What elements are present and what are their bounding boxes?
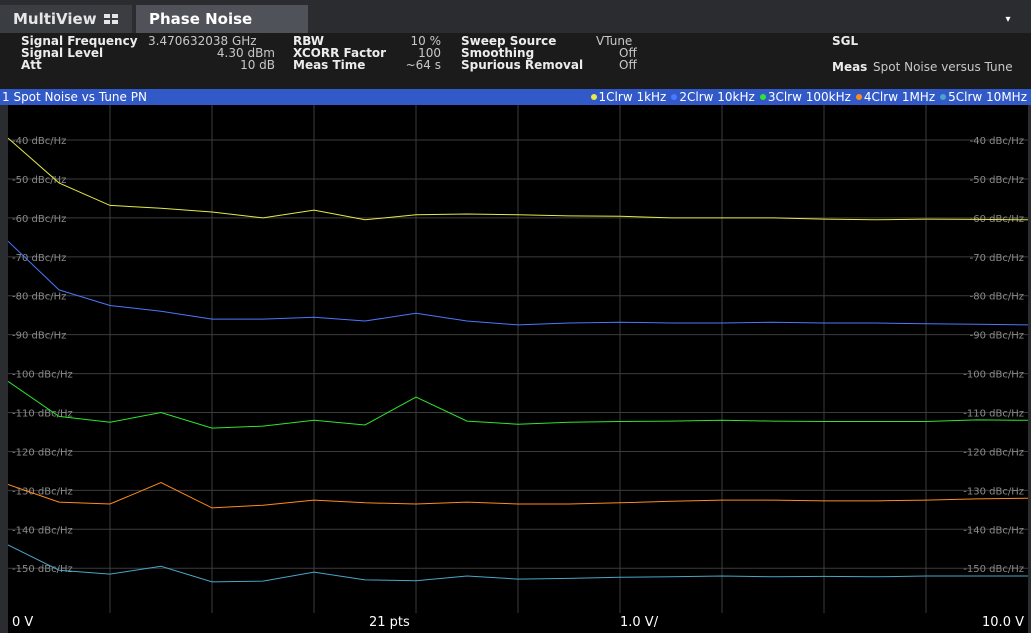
signal-level-label: Signal Level bbox=[21, 46, 104, 60]
y-tick-label-left: -100 dBc/Hz bbox=[12, 370, 73, 381]
y-tick-label-right: -130 dBc/Hz bbox=[963, 486, 1024, 497]
meas-label: Meas bbox=[832, 60, 868, 74]
trace-line bbox=[7, 482, 1029, 509]
legend-dot-icon bbox=[940, 94, 947, 100]
legend-item: 4Clrw 1MHz bbox=[855, 89, 936, 105]
rbw-value: 10 % bbox=[410, 34, 442, 48]
x-stop-label: 10.0 V bbox=[982, 615, 1024, 630]
signal-level-value: 4.30 dBm bbox=[216, 46, 275, 60]
y-tick-label-left: -130 dBc/Hz bbox=[12, 486, 73, 497]
y-tick-label-left: -70 dBc/Hz bbox=[12, 253, 66, 264]
y-tick-label-left: -80 dBc/Hz bbox=[12, 292, 66, 303]
y-tick-label-left: -60 dBc/Hz bbox=[12, 214, 66, 225]
legend-label: 3Clrw 100kHz bbox=[767, 90, 851, 104]
trace-line bbox=[7, 544, 1028, 583]
x-start-label: 0 V bbox=[12, 615, 34, 630]
y-tick-label-right: -50 dBc/Hz bbox=[970, 175, 1024, 186]
meas-time-label: Meas Time bbox=[293, 58, 366, 72]
tab-phase-noise[interactable]: Phase Noise bbox=[136, 5, 308, 33]
y-tick-label-left: -140 dBc/Hz bbox=[12, 525, 73, 536]
trace-line bbox=[7, 240, 1029, 326]
y-tick-label-left: -120 dBc/Hz bbox=[12, 447, 73, 458]
y-tick-label-right: -100 dBc/Hz bbox=[963, 370, 1024, 381]
frame-left bbox=[0, 105, 8, 633]
per-division-label: 1.0 V/ bbox=[620, 615, 659, 630]
legend-item: 2Clrw 10kHz bbox=[671, 89, 755, 105]
y-tick-label-right: -110 dBc/Hz bbox=[963, 409, 1024, 420]
spurious-removal-label: Spurious Removal bbox=[461, 58, 584, 72]
trace-line bbox=[7, 380, 1029, 429]
y-tick-label-left: -40 dBc/Hz bbox=[12, 136, 66, 147]
y-tick-label-left: -150 dBc/Hz bbox=[12, 564, 73, 575]
legend-label: 4Clrw 1MHz bbox=[863, 90, 936, 104]
y-tick-label-right: -150 dBc/Hz bbox=[963, 564, 1024, 575]
legend-label: 2Clrw 10kHz bbox=[679, 90, 755, 104]
legend-item: 3Clrw 100kHz bbox=[759, 89, 851, 105]
y-tick-label-right: -140 dBc/Hz bbox=[963, 525, 1024, 536]
xcorr-label: XCORR Factor bbox=[293, 46, 387, 60]
y-tick-label-left: -110 dBc/Hz bbox=[12, 409, 73, 420]
spot-noise-plot[interactable]: -40 dBc/Hz -40 dBc/Hz -50 dBc/Hz -50 dBc/Hz… bbox=[7, 105, 1029, 613]
legend-item: 5Clrw 10MHz bbox=[940, 89, 1027, 105]
sweep-source-label: Sweep Source bbox=[461, 34, 557, 48]
att-value: 10 dB bbox=[240, 58, 275, 72]
legend-dot-icon bbox=[855, 94, 862, 100]
rbw-label: RBW bbox=[293, 34, 324, 48]
y-tick-label-right: -70 dBc/Hz bbox=[970, 253, 1024, 264]
legend-item: 1Clrw 1kHz bbox=[590, 89, 667, 105]
att-label: Att bbox=[21, 58, 42, 72]
grid-icon bbox=[103, 13, 118, 25]
trace-legend: 1Clrw 1kHz 2Clrw 10kHz 3Clrw 100kHz 4Clrw 1… bbox=[590, 89, 1027, 105]
y-tick-label-right: -80 dBc/Hz bbox=[970, 292, 1024, 303]
y-tick-label-right: -90 dBc/Hz bbox=[970, 331, 1024, 342]
y-tick-label-left: -50 dBc/Hz bbox=[12, 175, 66, 186]
measurement-info-panel: Signal Frequency 3.470632038 GHz Signal … bbox=[0, 33, 1031, 89]
signal-frequency-label: Signal Frequency bbox=[21, 34, 138, 48]
window-title: 1 Spot Noise vs Tune PN bbox=[2, 90, 147, 104]
legend-dot-icon bbox=[590, 94, 597, 100]
y-tick-label-right: -120 dBc/Hz bbox=[963, 447, 1024, 458]
legend-dot-icon bbox=[671, 94, 678, 100]
xcorr-value: 100 bbox=[418, 46, 441, 60]
y-tick-label-left: -90 dBc/Hz bbox=[12, 331, 66, 342]
y-tick-label-right: -40 dBc/Hz bbox=[970, 136, 1024, 147]
trace-line bbox=[7, 137, 1029, 221]
tab-multiview-label: MultiView bbox=[13, 10, 97, 28]
sgl-label: SGL bbox=[832, 34, 859, 48]
tab-multiview[interactable]: MultiView bbox=[0, 5, 132, 33]
frame-right bbox=[1028, 105, 1031, 633]
meas-value: Spot Noise versus Tune bbox=[873, 60, 1013, 74]
legend-label: 1Clrw 1kHz bbox=[598, 90, 667, 104]
x-axis-footer: 0 V 21 pts 1.0 V/ 10.0 V bbox=[8, 613, 1028, 633]
smoothing-label: Smoothing bbox=[461, 46, 535, 60]
legend-dot-icon bbox=[759, 94, 766, 100]
smoothing-value: Off bbox=[619, 46, 637, 60]
spot-noise-chart: -40 dBc/Hz -40 dBc/Hz -50 dBc/Hz -50 dBc/Hz… bbox=[7, 105, 1029, 613]
tab-phase-noise-label: Phase Noise bbox=[149, 10, 253, 28]
chevron-down-icon[interactable]: ▾ bbox=[988, 5, 1028, 33]
signal-frequency-value: 3.470632038 GHz bbox=[148, 34, 257, 48]
spurious-removal-value: Off bbox=[619, 58, 637, 72]
meas-time-value: ~64 s bbox=[405, 58, 441, 72]
window-title-bar[interactable]: 1 Spot Noise vs Tune PN 1Clrw 1kHz 2Clrw … bbox=[0, 89, 1031, 105]
points-label: 21 pts bbox=[369, 615, 410, 630]
legend-label: 5Clrw 10MHz bbox=[948, 90, 1027, 104]
sweep-source-value: VTune bbox=[596, 34, 633, 48]
tab-bar: MultiView Phase Noise ▾ bbox=[0, 0, 1031, 33]
